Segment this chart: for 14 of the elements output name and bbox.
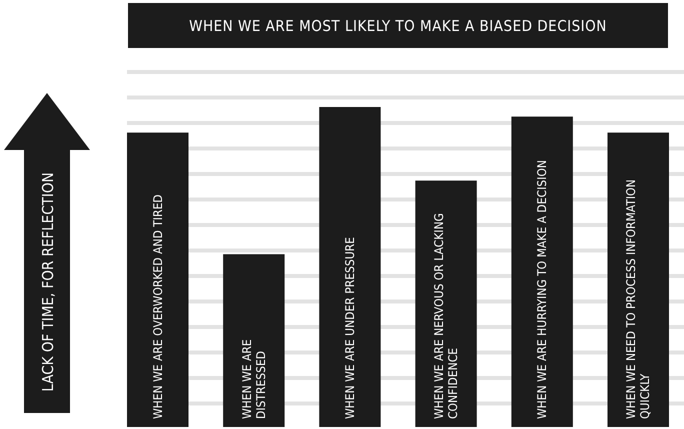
x-tick-label: WHEN WE ARE DISTRESSED xyxy=(240,339,268,419)
x-tick-label: WHEN WE ARE HURRYING TO MAKE A DECISION xyxy=(535,160,550,419)
bar xyxy=(511,116,573,427)
x-tick-label: WHEN WE ARE UNDER PRESSURE xyxy=(342,236,357,419)
bar xyxy=(607,132,669,427)
x-tick-label: WHEN WE ARE NERVOUS OR LACKING CONFIDENCE xyxy=(432,213,460,419)
bar xyxy=(319,107,381,427)
x-tick-label: WHEN WE NEED TO PROCESS INFORMATION QUICKLY xyxy=(624,179,652,419)
x-tick-label: WHEN WE ARE OVERWORKED AND TIRED xyxy=(150,194,165,419)
chart-title: WHEN WE ARE MOST LIKELY TO MAKE A BIASED DECISION xyxy=(189,17,607,35)
y-axis-title: LACK OF TIME, FOR REFLECTION xyxy=(39,172,57,392)
bar xyxy=(223,254,285,427)
bar xyxy=(415,180,477,427)
bar xyxy=(127,132,189,427)
